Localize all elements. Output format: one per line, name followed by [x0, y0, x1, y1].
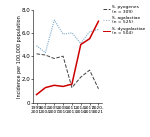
Y-axis label: Incidence per 100,000 population: Incidence per 100,000 population	[17, 15, 22, 98]
Legend: S. pyogenes
(n = 309), S. agalactiae
(n = 525), S. dysgalactiae
(n = 504): S. pyogenes (n = 309), S. agalactiae (n …	[103, 5, 145, 35]
